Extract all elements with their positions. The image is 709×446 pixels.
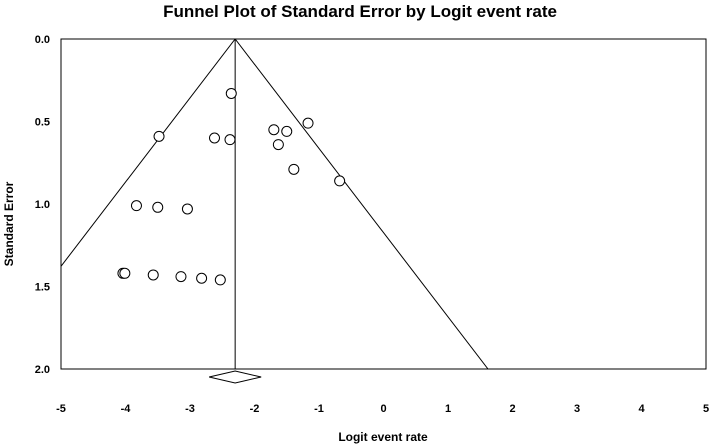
study-point [196,272,208,284]
x-tick-label: 3 [574,403,580,415]
study-point [302,117,314,129]
study-point [214,274,226,286]
study-point [288,163,300,175]
study-point [130,200,142,212]
x-tick-label: -4 [121,403,132,415]
study-point [281,125,293,137]
y-tick-label: 0.5 [35,117,50,129]
x-tick-label: -2 [250,403,260,415]
x-tick-label: -5 [56,403,66,415]
x-tick-label: 1 [445,403,451,415]
funnel-left-limit [61,39,236,268]
study-point [272,139,284,151]
study-points [117,87,346,286]
summary-diamond [209,370,262,384]
study-point [224,134,236,146]
chart-title: Funnel Plot of Standard Error by Logit e… [163,2,557,21]
study-point [209,132,221,144]
x-tick-label: 5 [703,403,709,415]
y-axis-ticks: 0.0 0.5 1.0 1.5 2.0 [35,34,50,376]
study-point [225,87,237,99]
study-point [181,203,193,215]
funnel-lines [61,39,489,369]
study-point [119,267,131,279]
x-tick-label: -3 [185,403,195,415]
x-tick-label: -1 [314,403,324,415]
study-point [175,271,187,283]
y-tick-label: 1.5 [35,282,50,294]
x-axis-label: Logit event rate [338,430,428,444]
x-tick-label: 0 [380,403,386,415]
y-tick-label: 1.0 [35,199,50,211]
study-point [153,130,165,142]
x-tick-label: 2 [509,403,515,415]
y-tick-label: 0.0 [35,34,50,46]
funnel-right-limit [234,39,489,369]
study-point [268,124,280,136]
y-tick-label: 2.0 [35,364,50,376]
x-axis-ticks: -5 -4 -3 -2 -1 0 1 2 3 4 5 [56,403,709,415]
study-point [334,175,346,187]
y-axis-label: Standard Error [2,181,16,266]
study-point [152,201,164,213]
plot-area-frame [60,38,707,370]
x-tick-label: 4 [638,403,645,415]
study-point [147,269,159,281]
